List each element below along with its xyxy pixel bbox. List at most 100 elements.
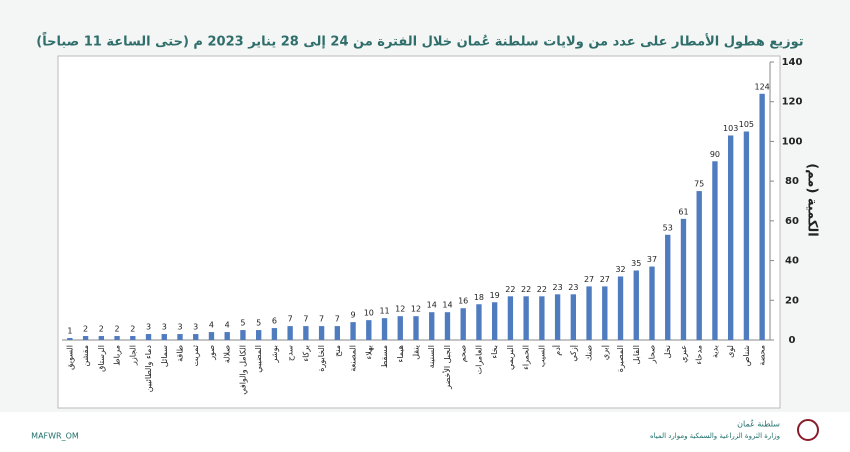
value-label: 6 (272, 317, 277, 326)
value-label: 2 (83, 325, 88, 334)
value-label: 2 (99, 325, 104, 334)
value-label: 5 (256, 319, 261, 328)
value-label: 2 (115, 325, 120, 334)
value-label: 3 (177, 323, 182, 332)
x-tick-label: ينقل (412, 345, 421, 360)
bar (334, 326, 341, 340)
value-label: 2 (130, 325, 135, 334)
value-label: 10 (364, 309, 374, 318)
bar (680, 218, 687, 340)
bar (491, 302, 498, 340)
value-label: 3 (146, 323, 151, 332)
x-tick-label: أدم (552, 345, 562, 356)
x-tick-label: بخاء (490, 345, 499, 359)
y-tick-label: 120 (782, 97, 803, 108)
value-label: 124 (754, 82, 769, 91)
value-label: 22 (537, 285, 547, 294)
x-tick-label: البريمي (506, 345, 515, 370)
x-tick-label: المضيبي (254, 345, 263, 373)
x-tick-label: بركاء (301, 345, 310, 362)
x-tick-label: صحم (459, 345, 468, 362)
x-tick-label: مقشن (81, 345, 90, 367)
value-label: 37 (647, 255, 657, 264)
bar (759, 93, 765, 341)
logo (797, 419, 819, 441)
bar (617, 276, 624, 340)
footer-handle: MAFWR_OM (31, 432, 79, 441)
bar (413, 316, 419, 340)
y-tick-label: 40 (785, 256, 799, 267)
x-tick-label: المصنعة (349, 345, 358, 372)
bar (240, 330, 246, 340)
bar (523, 296, 529, 340)
bar (255, 330, 262, 340)
bar (287, 326, 293, 340)
value-label: 19 (490, 291, 500, 300)
bar (98, 336, 105, 340)
chart-title: توزيع هطول الأمطار على عدد من ولايات سلط… (36, 32, 803, 50)
bar (177, 334, 183, 340)
bar (114, 336, 120, 340)
value-label: 22 (521, 285, 531, 294)
value-label: 22 (505, 285, 515, 294)
value-label: 16 (458, 297, 468, 306)
value-label: 12 (411, 305, 421, 314)
bar (381, 318, 388, 340)
value-label: 105 (739, 120, 754, 129)
value-label: 7 (303, 315, 308, 324)
bar (649, 266, 655, 340)
bar (696, 191, 702, 340)
value-label: 11 (379, 307, 389, 316)
value-label: 35 (631, 259, 641, 268)
bar (397, 316, 403, 340)
bar (727, 135, 734, 340)
bar (460, 308, 466, 340)
x-tick-label: مرباط (113, 345, 122, 366)
x-tick-label: الخابورة (317, 345, 326, 372)
x-tick-label: محضة (758, 345, 767, 366)
bar (161, 334, 167, 340)
bar (429, 312, 435, 340)
bar (271, 328, 278, 340)
x-tick-label: إزكي (569, 345, 579, 362)
x-tick-label: السويق (65, 345, 74, 370)
bar (193, 334, 199, 340)
value-label: 12 (395, 305, 405, 314)
value-label: 14 (427, 301, 437, 310)
bar (130, 336, 136, 340)
x-tick-label: نخل (663, 345, 672, 358)
value-label: 53 (663, 223, 673, 232)
x-tick-label: الجازر (128, 345, 137, 366)
plot-frame (57, 55, 781, 409)
x-tick-label: مدحاء (695, 345, 704, 365)
footer-bar (0, 412, 850, 452)
bar (67, 338, 73, 340)
y-tick-label: 100 (782, 136, 803, 147)
value-label: 7 (335, 315, 340, 324)
value-label: 4 (209, 321, 214, 330)
bar (539, 296, 545, 340)
bar (554, 294, 561, 340)
x-tick-label: الحمراء (522, 345, 531, 370)
value-label: 32 (615, 265, 625, 274)
x-tick-label: الجبل الأخضر (442, 345, 452, 390)
y-tick-label: 140 (782, 57, 803, 68)
bar (743, 131, 750, 340)
x-tick-label: شناص (742, 345, 751, 367)
x-tick-label: القابل (632, 345, 641, 364)
x-tick-label: سدح (286, 345, 295, 361)
value-label: 18 (474, 293, 484, 302)
y-axis-title: الكمية (مم) (805, 163, 820, 236)
value-label: 7 (288, 315, 293, 324)
footer-ministry: وزارة الثروة الزراعية والسمكية وموارد ال… (650, 432, 780, 440)
x-tick-label: صلالة (223, 345, 232, 364)
bar (633, 270, 639, 340)
value-label: 4 (225, 321, 230, 330)
value-label: 7 (319, 315, 324, 324)
x-tick-label: مسقط (380, 345, 389, 368)
value-label: 61 (678, 207, 688, 216)
value-label: 23 (553, 283, 563, 292)
bar (318, 326, 325, 340)
